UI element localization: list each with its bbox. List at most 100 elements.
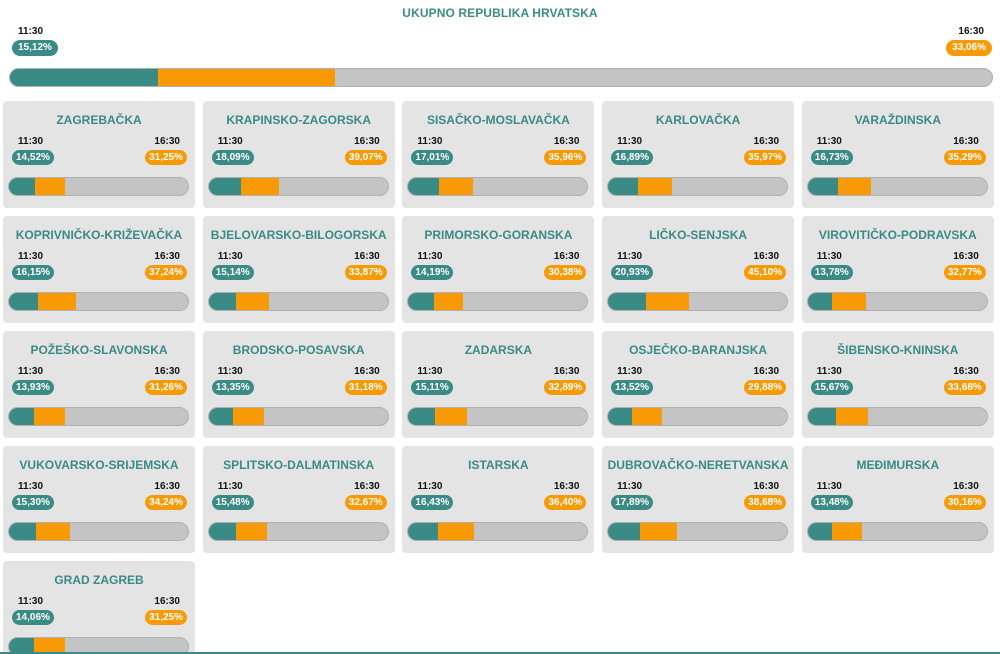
county-pct-early-badge: 15,11% (411, 380, 453, 395)
county-pct-early-badge: 14,52% (12, 150, 54, 165)
county-card: KRAPINSKO-ZAGORSKA 11:30 16:30 18,09% 39,07% (202, 101, 395, 208)
county-time-late: 16:30 (154, 481, 180, 492)
county-pct-early-badge: 16,73% (810, 150, 853, 165)
county-pct-early-badge: 13,48% (810, 495, 853, 510)
county-progress-bar (8, 522, 189, 541)
county-card: POŽEŠKO-SLAVONSKA 11:30 16:30 13,93% 31,26% (3, 331, 195, 438)
county-bar-early-segment (208, 178, 242, 195)
county-time-early: 11:30 (18, 481, 44, 492)
county-pct-late-badge: 37,24% (145, 265, 187, 280)
county-progress-bar (407, 292, 589, 311)
county-bar-late-segment (433, 293, 463, 310)
county-pct-late-badge: 34,24% (145, 495, 187, 510)
county-bar-early-segment (208, 293, 236, 310)
county-time-early: 11:30 (217, 366, 243, 377)
total-bar-early-segment (10, 69, 159, 86)
county-time-early: 11:30 (816, 251, 842, 262)
county-bar-early-segment (807, 293, 833, 310)
county-card: VARAŽDINSKA 11:30 16:30 16,73% 35,29% (801, 101, 994, 208)
county-bar-late-segment (632, 408, 662, 425)
county-bar-late-segment (835, 408, 869, 425)
county-pct-early-badge: 20,93% (611, 265, 654, 280)
county-bar-early-segment (208, 523, 237, 540)
county-time-late: 16:30 (354, 481, 380, 492)
county-progress-bar (8, 637, 189, 654)
county-pct-late-badge: 31,25% (145, 610, 187, 625)
county-progress-bar (607, 177, 789, 196)
county-pct-late-badge: 35,96% (544, 150, 587, 165)
county-bar-late-segment (37, 293, 76, 310)
county-bar-early-segment (807, 523, 832, 540)
county-time-late: 16:30 (953, 251, 979, 262)
county-pct-late-badge: 38,68% (744, 495, 787, 510)
county-card: VIROVITIČKO-PODRAVSKA 11:30 16:30 13,78% 32,… (801, 216, 994, 323)
county-bar-early-segment (807, 178, 838, 195)
county-progress-bar (806, 407, 988, 426)
county-bar-late-segment (645, 293, 689, 310)
county-card: PRIMORSKO-GORANSKA 11:30 16:30 14,19% 30,38% (402, 216, 595, 323)
county-bar-late-segment (241, 178, 279, 195)
county-card: ISTARSKA 11:30 16:30 16,43% 36,40% (402, 446, 595, 553)
county-pct-late-badge: 35,97% (744, 150, 787, 165)
county-name: KRAPINSKO-ZAGORSKA (226, 113, 372, 127)
county-time-late: 16:30 (354, 366, 380, 377)
county-progress-bar (207, 177, 389, 196)
total-turnout-panel: UKUPNO REPUBLIKA HRVATSKA 11:30 16:30 15… (0, 0, 1000, 96)
county-time-early: 11:30 (417, 251, 443, 262)
county-pct-early-badge: 13,35% (211, 380, 254, 395)
county-name: ZADARSKA (464, 343, 533, 357)
county-time-late: 16:30 (154, 366, 180, 377)
county-bar-early-segment (608, 523, 641, 540)
county-bar-late-segment (837, 178, 871, 195)
county-pct-late-badge: 31,25% (145, 150, 187, 165)
county-bar-late-segment (435, 408, 468, 425)
county-pct-early-badge: 13,93% (12, 380, 54, 395)
county-time-late: 16:30 (953, 481, 979, 492)
county-time-late: 16:30 (154, 596, 180, 607)
bottom-divider (0, 652, 1000, 654)
county-pct-early-badge: 17,01% (411, 150, 454, 165)
county-pct-early-badge: 18,09% (211, 150, 254, 165)
county-progress-bar (806, 177, 988, 196)
county-time-early: 11:30 (617, 136, 643, 147)
county-time-early: 11:30 (816, 481, 842, 492)
county-card: BJELOVARSKO-BILOGORSKA 11:30 16:30 15,14% 33… (202, 216, 395, 323)
county-time-late: 16:30 (753, 366, 780, 377)
county-time-late: 16:30 (154, 136, 180, 147)
county-bar-early-segment (9, 178, 35, 195)
county-progress-bar (207, 292, 389, 311)
county-time-late: 16:30 (354, 251, 380, 262)
county-bar-late-segment (638, 178, 673, 195)
county-progress-bar (607, 407, 789, 426)
county-time-late: 16:30 (553, 136, 580, 147)
county-time-early: 11:30 (617, 481, 643, 492)
county-card: GRAD ZAGREB 11:30 16:30 14,06% 31,25% (3, 561, 195, 654)
county-bar-early-segment (608, 293, 646, 310)
county-name: KOPRIVNIČKO-KRIŽEVAČKA (15, 228, 183, 242)
county-time-late: 16:30 (553, 481, 580, 492)
total-time-early: 11:30 (18, 26, 44, 37)
county-name: POŽEŠKO-SLAVONSKA (30, 343, 168, 357)
county-time-early: 11:30 (18, 366, 44, 377)
county-bar-early-segment (9, 638, 35, 654)
county-card: OSJEČKO-BARANJSKA 11:30 16:30 13,52% 29,88% (602, 331, 795, 438)
county-pct-late-badge: 39,07% (344, 150, 387, 165)
county-bar-early-segment (408, 293, 434, 310)
county-progress-bar (8, 292, 189, 311)
county-bar-early-segment (408, 408, 436, 425)
county-bar-early-segment (9, 408, 34, 425)
county-name: BRODSKO-POSAVSKA (232, 343, 365, 357)
county-pct-early-badge: 15,30% (12, 495, 54, 510)
county-name: VUKOVARSKO-SRIJEMSKA (19, 458, 179, 472)
total-progress-bar (9, 68, 993, 87)
county-pct-early-badge: 17,89% (611, 495, 654, 510)
county-progress-bar (407, 522, 589, 541)
total-pct-early-badge: 15,12% (12, 40, 58, 56)
county-bar-early-segment (408, 178, 439, 195)
county-pct-early-badge: 16,43% (411, 495, 454, 510)
county-name: VIROVITIČKO-PODRAVSKA (818, 228, 977, 242)
county-bar-late-segment (235, 293, 270, 310)
county-bar-early-segment (608, 408, 633, 425)
county-time-late: 16:30 (354, 136, 380, 147)
county-pct-late-badge: 35,29% (943, 150, 986, 165)
